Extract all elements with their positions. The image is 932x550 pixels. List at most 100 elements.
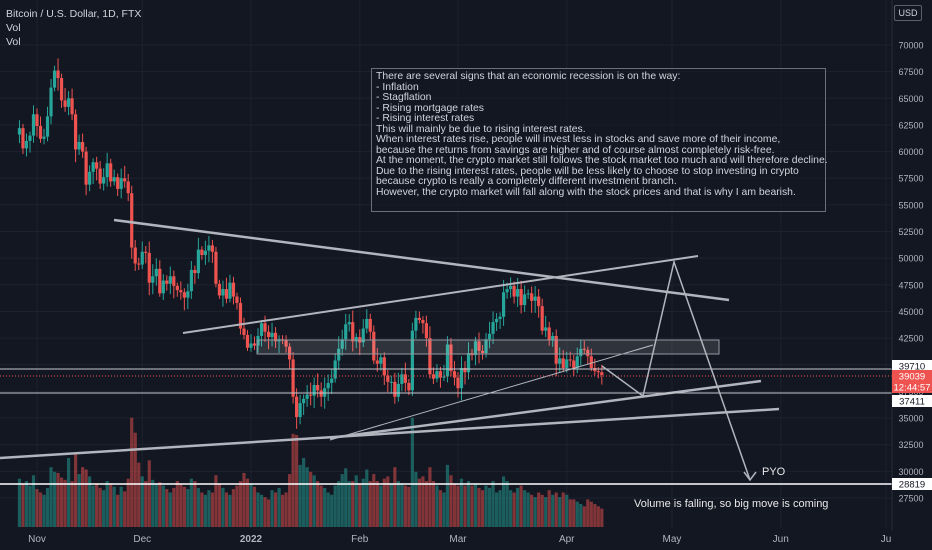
volume-bar [298, 464, 302, 527]
volume-legend-2[interactable]: Vol [6, 36, 21, 48]
candle-body [45, 116, 50, 137]
note-line: - Stagflation [376, 92, 432, 103]
candle-body [540, 306, 544, 331]
rising-support-line[interactable] [329, 379, 762, 440]
volume-bar [228, 494, 232, 527]
volume-bar [130, 417, 134, 527]
volume-bar [340, 474, 344, 527]
volume-bar [45, 487, 50, 527]
analysis-note-box[interactable]: There are several signs that an economic… [371, 68, 828, 212]
volume-bar [435, 485, 439, 527]
candle-body [200, 249, 204, 255]
volume-bar [305, 467, 309, 527]
candle-body [435, 371, 439, 379]
upper-resistance-trendline[interactable] [113, 218, 730, 302]
volume-bar [347, 481, 351, 527]
volume-bar [438, 490, 443, 527]
symbol-title[interactable]: Bitcoin / U.S. Dollar, 1D, FTX [6, 8, 142, 20]
rising-channel-top-line[interactable] [182, 255, 699, 334]
volume-bar [396, 481, 400, 527]
volume-bar [147, 460, 151, 527]
candle-body [379, 357, 383, 364]
candle-body [417, 317, 421, 320]
candle-body [28, 135, 32, 141]
candle-body [414, 317, 418, 331]
note-line: This will mainly be due to rising intere… [376, 123, 586, 135]
volume-bar [533, 497, 537, 527]
volume-bar [295, 435, 299, 527]
candle-body [119, 178, 123, 189]
resistance-zone-box[interactable] [256, 339, 720, 355]
currency-button[interactable]: USD [894, 5, 922, 21]
price-tick-label: 55000 [898, 200, 923, 210]
volume-bar [600, 508, 604, 527]
volume-bar [256, 492, 260, 527]
candle-body [259, 323, 264, 336]
volume-bar [73, 454, 78, 527]
volume-bar [484, 485, 488, 527]
volume-bar [140, 476, 144, 527]
volume-bar [414, 471, 418, 527]
volume-bar [431, 481, 436, 527]
volume-note: Volume is falling, so big move is coming [634, 498, 829, 510]
candle-body [126, 181, 130, 194]
candle-body [147, 252, 151, 283]
volume-bar [280, 494, 285, 527]
volume-bar [526, 492, 530, 527]
volume-bar [231, 489, 236, 527]
candle-body [56, 70, 60, 79]
volume-bar [386, 476, 390, 527]
volume-bar [530, 494, 534, 527]
candle-body [102, 177, 106, 184]
volume-bar [259, 494, 264, 527]
candle-body [59, 78, 64, 101]
volume-bar [421, 476, 425, 527]
candle-body [452, 371, 457, 378]
candle-body [326, 382, 330, 389]
candle-body [298, 403, 302, 417]
candle-body [509, 285, 513, 290]
candle-body [179, 290, 183, 293]
price-tick-label: 32500 [898, 440, 923, 450]
volume-bar [133, 432, 137, 527]
candle-body [312, 385, 316, 396]
candle-body [323, 388, 327, 397]
volume-legend[interactable]: Vol [6, 22, 21, 34]
volume-bar [56, 472, 60, 527]
volume-bar [389, 483, 393, 527]
candle-body [523, 294, 527, 306]
candle-body [505, 289, 509, 293]
volume-bar [24, 481, 29, 527]
candle-body [498, 316, 502, 319]
volume-bar [235, 485, 239, 527]
volume-bar [544, 497, 548, 527]
volume-bar [445, 464, 450, 527]
volume-bar [84, 469, 88, 527]
volume-bar [189, 478, 193, 527]
candle-body [49, 87, 53, 117]
candle-body [158, 268, 162, 294]
volume-bar [112, 486, 116, 527]
volume-bar [516, 487, 520, 527]
projection-path[interactable] [601, 259, 751, 481]
volume-bar [98, 487, 102, 527]
candle-body [105, 163, 109, 178]
candle-body [319, 390, 323, 397]
candle-body [235, 296, 239, 303]
volume-bar [477, 487, 481, 527]
note-line: When interest rates rise, people will in… [376, 134, 781, 145]
candle-body [586, 349, 590, 357]
volume-bar [358, 483, 362, 527]
long-term-support-line[interactable] [0, 407, 780, 460]
candle-body [547, 327, 551, 341]
candle-body [168, 276, 172, 284]
candle-body [140, 251, 144, 265]
volume-bar [519, 485, 523, 527]
candle-body [579, 348, 583, 357]
candle-body [175, 285, 179, 291]
time-tick-label: Apr [559, 534, 575, 545]
candle-body [242, 328, 246, 335]
candle-body [442, 376, 446, 378]
candle-body [91, 162, 95, 172]
volume-bar [252, 486, 257, 527]
